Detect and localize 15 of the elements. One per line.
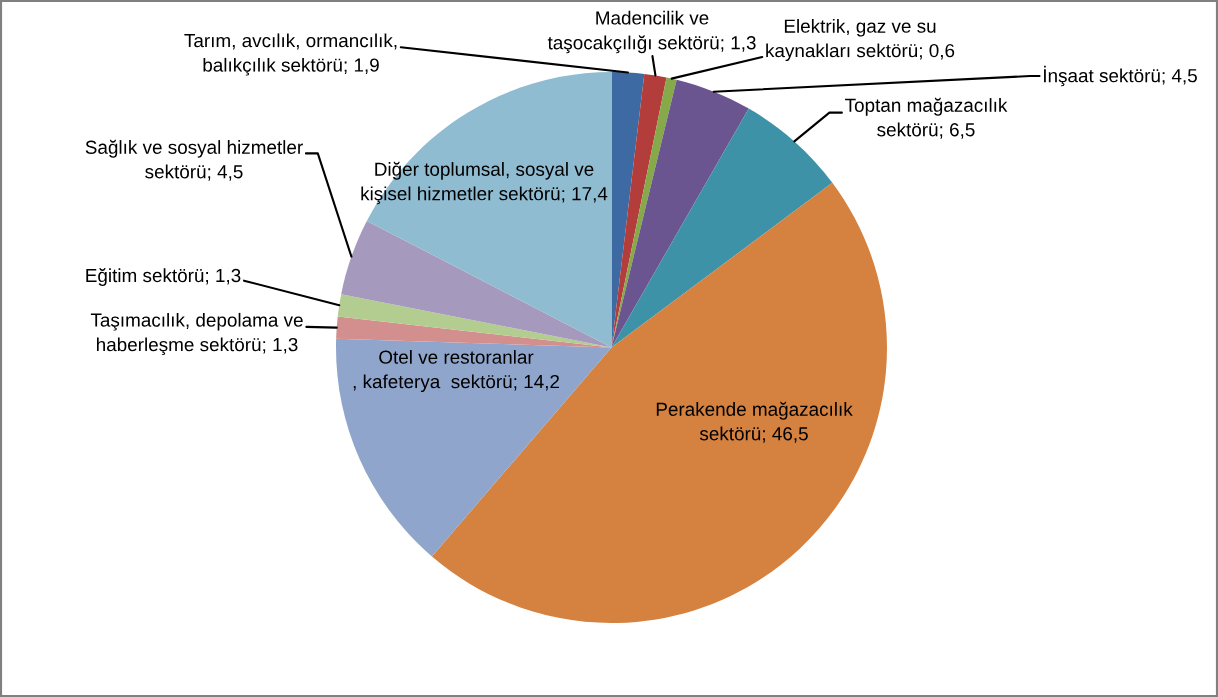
pie-slice bbox=[611, 108, 833, 348]
pie-slice bbox=[611, 79, 749, 348]
slice-label: Perakende mağazacılık sektörü; 46,5 bbox=[656, 401, 853, 443]
slice-label: Elektrik, gaz ve su kaynakları sektörü; 0,6 bbox=[766, 18, 955, 62]
slice-label: Eğitim sektörü; 1,3 bbox=[86, 268, 241, 286]
slice-label: Madencilik ve taşocakçılığı sektörü; 1,3 bbox=[547, 10, 756, 54]
pie-slice bbox=[341, 220, 612, 348]
slice-label: Sağlık ve sosyal hizmetler sektörü; 4,5 bbox=[85, 139, 303, 181]
slice-label: Taşımacılık, depolama ve haberleşme sektörü; 1,3 bbox=[90, 312, 303, 356]
slice-label: Toptan mağazacılık sektörü; 6,5 bbox=[845, 97, 1008, 139]
slice-label: Diğer toplumsal, sosyal ve kişisel hizmetler sektörü; 17,4 bbox=[361, 161, 608, 205]
pie-slice bbox=[336, 338, 612, 557]
slice-label: Otel ve restoranlar , kafeterya sektörü; 14,2 bbox=[353, 349, 559, 393]
slice-label: İnşaat sektörü; 4,5 bbox=[1044, 65, 1197, 87]
slice-label: Tarım, avcılık, ormancılık, balıkçılık sektörü; 1,9 bbox=[184, 33, 397, 76]
